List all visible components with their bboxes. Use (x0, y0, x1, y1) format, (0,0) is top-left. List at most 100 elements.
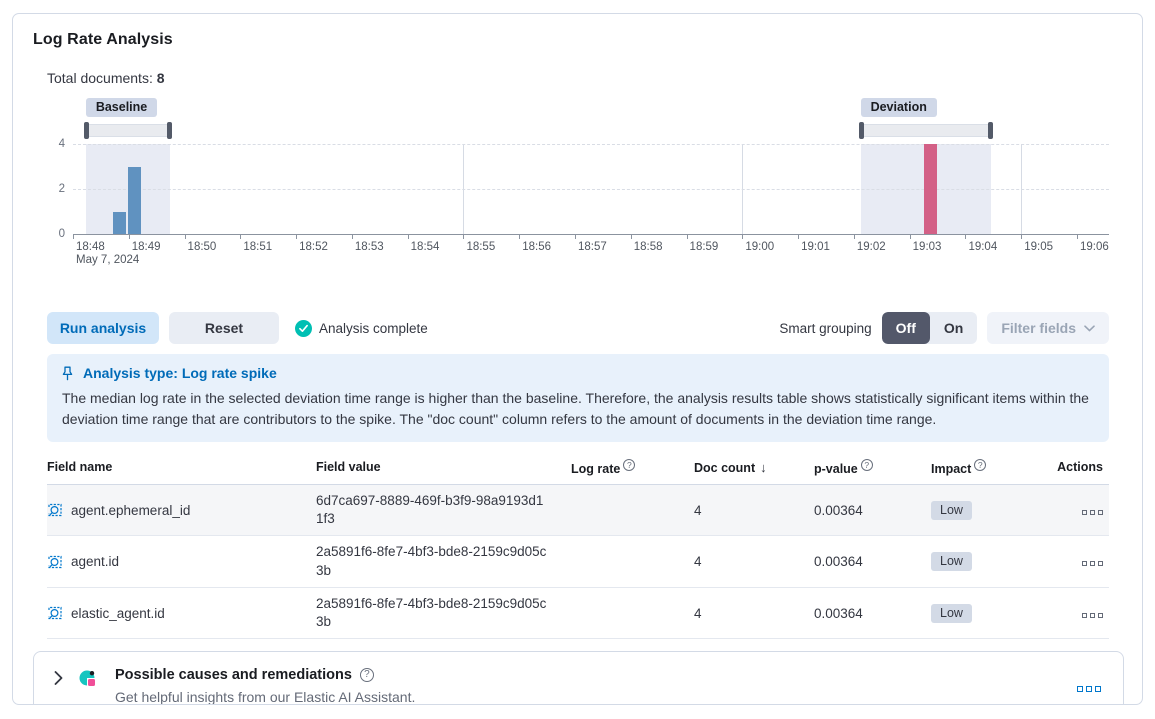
field-value: 2a5891f6-8fe7-4bf3-bde8-2159c9d05c3b (316, 544, 547, 578)
field-filter-icon[interactable] (47, 502, 63, 518)
x-axis-tick-label: 18:52 (299, 241, 328, 253)
horizontal-gridline (73, 144, 1109, 145)
x-axis-tick (686, 235, 688, 239)
field-name: agent.ephemeral_id (71, 502, 191, 518)
deviation-brush-handle-right[interactable] (987, 122, 993, 139)
x-axis-date-label: May 7, 2024 (76, 254, 140, 266)
x-axis-tick-label: 18:56 (522, 241, 551, 253)
column-field-value[interactable]: Field value (316, 454, 571, 485)
deviation-bar (923, 144, 937, 234)
chevron-right-icon[interactable] (54, 671, 63, 686)
x-axis-tick (1077, 235, 1078, 239)
x-axis-tick (1021, 235, 1023, 239)
reset-button[interactable]: Reset (169, 312, 279, 344)
x-axis-tick-label: 18:54 (410, 241, 440, 253)
page-title: Log Rate Analysis (33, 31, 173, 48)
run-analysis-button[interactable]: Run analysis (47, 312, 159, 344)
column-actions: Actions (1031, 454, 1109, 485)
impact-badge: Low (931, 552, 972, 572)
field-filter-icon[interactable] (47, 554, 63, 570)
impact-info-icon[interactable]: ? (974, 459, 987, 471)
doc-count-value: 4 (694, 535, 814, 588)
analysis-results-table: Field name Field value Log rate? Doc cou… (47, 454, 1109, 640)
x-axis-tick (296, 235, 298, 239)
field-value: 2a5891f6-8fe7-4bf3-bde8-2159c9d05c3b (316, 595, 547, 629)
column-log-rate[interactable]: Log rate? (571, 454, 694, 485)
help-icon[interactable]: ? (359, 668, 374, 683)
p-value-info-icon[interactable]: ? (860, 459, 873, 471)
x-axis-line (73, 234, 1109, 235)
x-axis-tick (575, 235, 576, 239)
doc-count-value: 4 (694, 587, 814, 640)
x-axis-tick (742, 235, 744, 239)
total-documents-label: Total documents: (47, 70, 153, 86)
row-actions-button[interactable] (1082, 561, 1103, 567)
x-axis-tick (351, 235, 353, 239)
x-axis-tick-label: 18:58 (633, 241, 663, 253)
x-axis-tick (240, 235, 242, 239)
field-name: elastic_agent.id (71, 605, 165, 621)
log-rate-sparkline (571, 546, 657, 578)
possible-causes-panel[interactable]: Possible causes and remediations ? Get h… (33, 651, 1124, 704)
x-axis-tick (463, 235, 465, 239)
sort-desc-icon: ↓ (760, 459, 767, 475)
baseline-mini-bar (573, 598, 577, 628)
x-axis-tick (519, 235, 521, 239)
x-axis-tick-label: 18:55 (466, 241, 496, 253)
field-filter-icon[interactable] (47, 605, 63, 621)
row-actions-button[interactable] (1082, 612, 1103, 618)
baseline-brush-handle-right[interactable] (167, 122, 173, 139)
x-axis-tick (630, 235, 632, 239)
x-axis-tick-label: 19:00 (745, 241, 775, 253)
table-row: elastic_agent.id 2a5891f6-8fe7-4bf3-bde8… (47, 587, 1109, 640)
x-axis-tick-label: 19:06 (1080, 241, 1109, 253)
filter-fields-button[interactable]: Filter fields (987, 312, 1109, 344)
chevron-down-icon (1084, 324, 1095, 331)
column-impact[interactable]: Impact? (931, 454, 1031, 485)
deviation-brush-handle-left[interactable] (858, 122, 864, 139)
field-value: 6d7ca697-8889-469f-b3f9-98a9193d11f3 (316, 492, 544, 527)
p-value: 0.00364 (814, 484, 931, 537)
column-doc-count[interactable]: Doc count ↓ (694, 454, 814, 485)
y-axis-tick-label: 0 (58, 228, 65, 240)
log-rate-info-icon[interactable]: ? (623, 459, 636, 471)
deviation-mini-bar (643, 547, 647, 577)
x-axis-tick-label: 18:59 (689, 241, 719, 253)
p-value: 0.00364 (814, 587, 931, 640)
smart-grouping-label: Smart grouping (779, 320, 872, 336)
baseline-badge: Baseline (85, 98, 158, 117)
column-p-value[interactable]: p-value? (814, 454, 931, 485)
table-row: agent.id 2a5891f6-8fe7-4bf3-bde8-2159c9d… (47, 535, 1109, 588)
log-rate-sparkline (571, 597, 657, 629)
analysis-status: Analysis complete (295, 319, 428, 337)
x-axis-tick (407, 235, 409, 239)
x-axis-tick (73, 235, 74, 239)
impact-badge: Low (931, 500, 972, 520)
baseline-mini-bar (573, 547, 577, 577)
x-axis-tick-label: 19:05 (1024, 241, 1053, 253)
column-field-name[interactable]: Field name (47, 454, 316, 485)
x-axis-tick-label: 19:02 (856, 241, 886, 253)
smart-grouping-off-button[interactable]: Off (881, 312, 930, 344)
table-header-row: Field name Field value Log rate? Doc cou… (47, 454, 1109, 485)
analysis-type-callout: Analysis type: Log rate spike The median… (47, 354, 1109, 442)
x-axis-tick-label: 19:01 (801, 241, 830, 253)
log-rate-analysis-panel: Log Rate Analysis Total documents: 8 Bas… (12, 13, 1143, 705)
smart-grouping-on-button[interactable]: On (930, 312, 977, 344)
y-axis-tick-label: 2 (58, 183, 65, 195)
horizontal-gridline (73, 189, 1109, 190)
baseline-brush[interactable] (85, 124, 171, 137)
deviation-brush[interactable] (860, 124, 991, 137)
check-circle-icon (295, 319, 312, 337)
baseline-brush-handle-left[interactable] (83, 122, 89, 139)
total-documents: Total documents: 8 (47, 70, 1122, 86)
filter-fields-label: Filter fields (1001, 320, 1076, 336)
deviation-badge: Deviation (860, 98, 937, 117)
row-actions-button[interactable] (1082, 509, 1103, 515)
log-rate-sparkline (571, 494, 657, 526)
elastic-ai-assistant-icon (79, 670, 95, 687)
baseline-mini-bar (573, 495, 577, 525)
y-axis-tick-label: 4 (58, 138, 65, 150)
p-value: 0.00364 (814, 535, 931, 588)
panel-actions-button[interactable] (1077, 686, 1101, 693)
